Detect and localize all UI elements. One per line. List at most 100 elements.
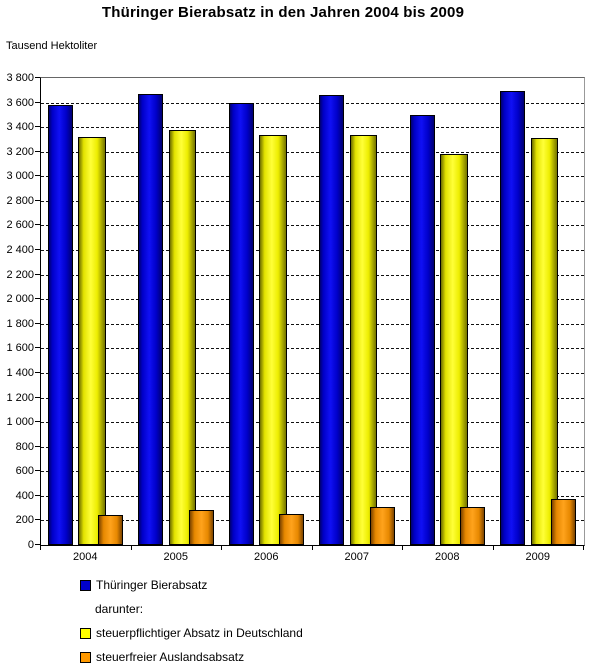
- legend-label-export: steuerfreier Auslandsabsatz: [96, 650, 245, 664]
- bar-2009-series1: [530, 138, 559, 545]
- y-tick-label: 2 600: [6, 219, 34, 232]
- y-tick-label: 2 000: [6, 293, 34, 306]
- gridline: [41, 323, 584, 325]
- y-tick-label: 3 000: [6, 170, 34, 183]
- x-tick-mark: [221, 545, 222, 550]
- y-tick-label: 800: [15, 440, 34, 453]
- y-tick-label: 1 800: [6, 317, 34, 330]
- gridline: [41, 200, 584, 202]
- legend-item-domestic: steuerpflichtiger Absatz in Deutschland: [80, 621, 303, 645]
- bar-2006-series1: [259, 134, 287, 545]
- y-tick-mark: [35, 421, 40, 423]
- y-tick-label: 600: [15, 465, 34, 478]
- bar-group-2007: [313, 78, 404, 545]
- y-tick-mark: [35, 77, 40, 78]
- y-tick-label: 2 200: [6, 268, 34, 281]
- gridline: [41, 102, 584, 104]
- legend-swatch-yellow: [80, 627, 91, 639]
- legend-label-total: Thüringer Bierabsatz: [96, 578, 208, 592]
- y-tick-mark: [35, 371, 40, 373]
- bar-2007-series1: [349, 134, 378, 545]
- y-tick-label: 1 600: [6, 342, 34, 355]
- bar-2004-series1: [78, 137, 106, 545]
- legend-swatch-blue: [80, 579, 91, 591]
- bar-2006-series2: [279, 513, 305, 545]
- bar-2009-series2: [550, 498, 576, 545]
- gridline: [41, 495, 584, 497]
- plot-area: [40, 77, 585, 546]
- legend-item-export: steuerfreier Auslandsabsatz: [80, 645, 303, 667]
- y-tick-mark: [35, 175, 40, 177]
- chart-title: Thüringer Bierabsatz in den Jahren 2004 …: [101, 4, 465, 21]
- y-tick-label: 3 600: [6, 96, 34, 109]
- legend-note: darunter:: [95, 602, 144, 616]
- y-tick-mark: [35, 224, 40, 226]
- bar-2005-series0: [138, 93, 164, 545]
- y-tick-label: 1 400: [6, 366, 34, 379]
- y-tick-label: 3 200: [6, 145, 34, 158]
- bar-2007-series0: [319, 95, 345, 545]
- y-tick-mark: [35, 126, 40, 128]
- y-tick-mark: [35, 101, 40, 103]
- gridline: [41, 250, 584, 252]
- y-tick-label: 1 200: [6, 391, 34, 404]
- y-tick-label: 2 400: [6, 244, 34, 257]
- bar-2005-series1: [168, 130, 197, 545]
- legend-label-domestic: steuerpflichtiger Absatz in Deutschland: [96, 626, 303, 640]
- legend-note-row: darunter:: [80, 597, 303, 621]
- bar-group-2006: [222, 78, 313, 545]
- y-tick-label: 1 000: [6, 416, 34, 429]
- y-tick-mark: [35, 519, 40, 521]
- y-tick-label: 2 800: [6, 194, 34, 207]
- x-tick-mark: [492, 545, 494, 550]
- legend: Thüringer Bierabsatz darunter: steuerpfl…: [80, 573, 303, 667]
- gridline: [41, 471, 584, 473]
- x-tick-mark: [40, 545, 41, 550]
- gridline: [41, 520, 584, 522]
- y-tick-label: 0: [27, 539, 34, 551]
- bar-2004-series2: [98, 514, 124, 545]
- x-tick-mark: [130, 545, 132, 550]
- bar-2008-series2: [460, 506, 486, 545]
- x-tick-mark: [583, 545, 584, 550]
- x-tick-mark: [402, 545, 403, 550]
- bar-2009-series0: [500, 90, 526, 545]
- bar-2007-series2: [369, 506, 395, 545]
- gridline: [41, 299, 584, 301]
- x-axis-labels: 2004 2005 2006 2007 2008 2009: [40, 551, 583, 565]
- gridline: [41, 151, 584, 153]
- bar-2008-series0: [409, 114, 435, 545]
- x-tick-label: 2007: [344, 551, 369, 563]
- gridline: [41, 372, 584, 374]
- bar-2006-series0: [228, 102, 254, 545]
- x-tick-label: 2006: [254, 551, 279, 563]
- x-tick-label: 2005: [163, 551, 188, 563]
- gridline: [41, 176, 584, 178]
- bar-2004-series0: [47, 105, 73, 545]
- gridline: [41, 274, 584, 276]
- y-tick-mark: [35, 150, 40, 152]
- y-tick-label: 3 400: [6, 121, 34, 134]
- bar-group-2005: [132, 78, 223, 545]
- y-tick-mark: [35, 322, 40, 324]
- x-tick-label: 2008: [435, 551, 460, 563]
- x-tick-label: 2009: [525, 551, 550, 563]
- legend-item-total: Thüringer Bierabsatz: [80, 573, 303, 597]
- y-tick-mark: [35, 544, 40, 545]
- y-tick-label: 3 800: [6, 72, 34, 84]
- x-tick-label: 2004: [73, 551, 98, 563]
- y-tick-mark: [35, 347, 40, 349]
- y-tick-mark: [35, 249, 40, 251]
- y-tick-mark: [35, 273, 40, 275]
- bar-group-2008: [403, 78, 494, 545]
- y-tick-label: 400: [15, 489, 34, 502]
- gridline: [41, 446, 584, 448]
- y-axis-unit-label: Tausend Hektoliter: [6, 40, 98, 52]
- x-tick-mark: [311, 545, 313, 550]
- y-tick-mark: [35, 298, 40, 300]
- y-tick-label: 200: [15, 514, 34, 527]
- y-tick-mark: [35, 445, 40, 447]
- bar-group-2004: [41, 78, 132, 545]
- gridline: [41, 422, 584, 424]
